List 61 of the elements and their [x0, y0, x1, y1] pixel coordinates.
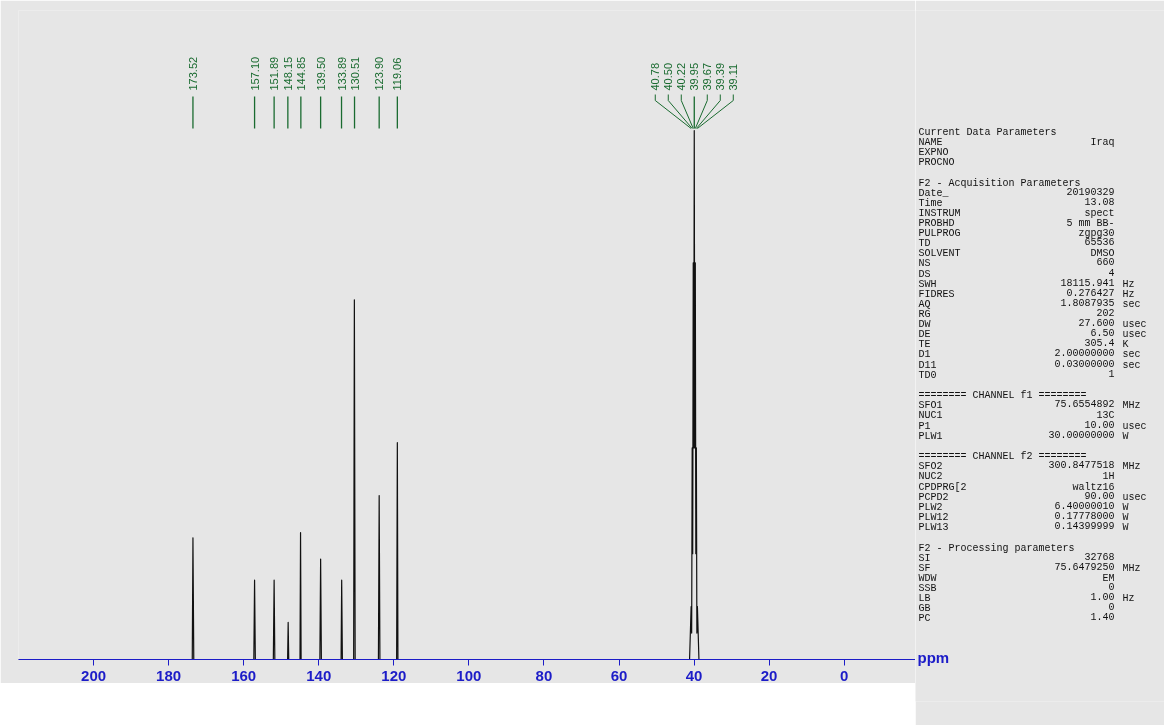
x-tick-label: 180 [156, 666, 182, 684]
x-tick-label: 60 [610, 666, 628, 684]
annotation: 133.89 [335, 56, 348, 91]
text: F2 - Processing parameters [918, 542, 1075, 554]
text: D1 2.00000000 sec [918, 348, 1141, 361]
annotation: 151.89 [268, 56, 281, 91]
x-tick-label: 0 [840, 666, 849, 684]
x-tick-label: 40 [685, 666, 703, 684]
x-tick-label: 160 [231, 666, 257, 684]
text: SWH 18115.941 Hz [918, 277, 1135, 290]
annotation: 144.85 [294, 56, 307, 91]
text: PROCNO [918, 157, 955, 169]
text: F2 - Acquisition Parameters [918, 177, 1081, 189]
x-axis-title: ppm [917, 649, 950, 667]
text: Time 13.08 [918, 196, 1115, 209]
text: AQ 1.8087935 sec [918, 297, 1141, 310]
text: NUC1 13C [918, 410, 1115, 422]
annotation: 130.51 [348, 56, 361, 91]
text: NS 660 [918, 257, 1115, 270]
text: PLW12 0.17778000 W [918, 510, 1129, 523]
text: INSTRUM spect [918, 207, 1115, 219]
x-tick-label: 200 [81, 666, 107, 684]
annotation: 157.10 [248, 56, 261, 91]
x-tick-label: 20 [760, 666, 778, 684]
text: NAME Iraq [918, 136, 1115, 148]
text: PROBHD 5 mm BB- [918, 218, 1115, 230]
text: PC 1.40 [918, 612, 1115, 625]
annotation: 173.52 [186, 56, 199, 91]
text: PLW2 6.40000010 W [918, 500, 1129, 513]
text: SFO2 300.8477518 MHz [918, 460, 1141, 473]
x-tick-label: 140 [306, 666, 332, 684]
text: TD 65536 [918, 237, 1115, 250]
annotation: 39.67 [701, 62, 714, 91]
annotation: 148.15 [281, 56, 294, 91]
annotation: 119.06 [391, 57, 404, 91]
x-tick-label: 120 [381, 666, 407, 684]
annotation: 40.22 [675, 62, 688, 91]
text: DS 4 [918, 267, 1115, 280]
text: D11 0.03000000 sec [918, 358, 1141, 371]
annotation: 139.50 [314, 56, 327, 91]
text: EXPNO [918, 146, 949, 158]
text: CPDPRG[2 waltz16 [918, 481, 1115, 493]
annotation: 39.39 [714, 62, 727, 91]
annotation: 40.50 [662, 62, 675, 91]
text: PLW13 0.14399999 W [918, 520, 1129, 533]
text: PLW1 30.00000000 W [918, 429, 1129, 442]
text: NUC2 1H [918, 471, 1115, 483]
text: Current Data Parameters [918, 126, 1057, 138]
annotation: 40.78 [649, 62, 662, 91]
x-tick-label: 100 [456, 666, 482, 684]
text: SSB 0 [918, 581, 1115, 594]
text: SFO1 75.6554892 MHz [918, 399, 1141, 412]
text: FIDRES 0.276427 Hz [918, 287, 1135, 300]
text: TD0 1 [918, 368, 1115, 381]
text: SF 75.6479250 MHz [918, 561, 1141, 574]
annotation: 39.11 [727, 63, 740, 91]
text: WDW EM [918, 572, 1115, 584]
annotation: 123.90 [373, 56, 386, 91]
x-tick-label: 80 [535, 666, 553, 684]
text: P1 10.00 usec [918, 419, 1147, 432]
annotation: 39.95 [688, 62, 701, 91]
